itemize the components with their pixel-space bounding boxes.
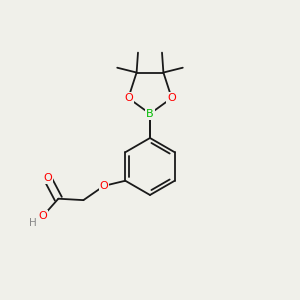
Text: O: O [167, 93, 176, 103]
Text: O: O [43, 173, 52, 183]
Text: B: B [146, 109, 154, 119]
Text: O: O [124, 93, 133, 103]
Text: O: O [100, 181, 108, 191]
Text: O: O [38, 212, 47, 221]
Text: H: H [29, 218, 37, 229]
